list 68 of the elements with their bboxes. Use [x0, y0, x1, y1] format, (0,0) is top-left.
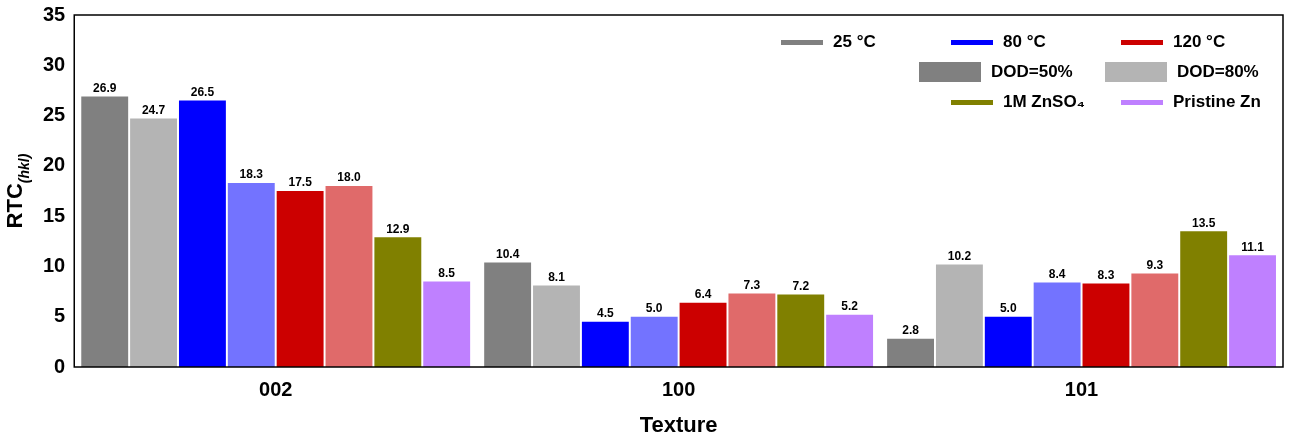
data-label: 8.4	[1048, 266, 1066, 281]
data-label: 18.3	[239, 167, 264, 182]
data-label: 11.1	[1241, 239, 1265, 254]
legend-label: 25 °C	[833, 32, 877, 52]
data-label: 10.2	[947, 248, 972, 263]
legend-label: 120 °C	[1173, 32, 1227, 52]
data-label: 18.0	[337, 170, 361, 185]
bar	[130, 118, 178, 367]
bar	[1033, 282, 1081, 367]
bar	[276, 191, 324, 367]
y-axis-title: RTC(hkl)	[2, 153, 32, 229]
y-tick-label: 15	[43, 203, 66, 226]
legend-label: 80 °C	[1003, 32, 1047, 52]
data-label: 6.4	[694, 286, 712, 301]
data-label: 8.3	[1097, 267, 1115, 282]
data-label: 8.1	[548, 269, 566, 284]
bar	[178, 100, 226, 367]
bar	[630, 316, 678, 367]
y-tick-label: 30	[43, 52, 66, 75]
x-tick-label: 101	[1064, 377, 1099, 400]
bar	[679, 302, 727, 367]
data-label: 7.2	[792, 278, 810, 293]
bar	[581, 321, 629, 367]
bar	[728, 293, 776, 367]
bar	[935, 264, 983, 367]
data-label: 17.5	[288, 175, 313, 190]
bar	[374, 237, 422, 367]
data-label: 12.9	[386, 221, 410, 236]
data-label: 13.5	[1192, 215, 1216, 230]
bar	[227, 182, 275, 367]
bar	[777, 294, 825, 367]
bar	[533, 285, 580, 367]
bar	[984, 316, 1032, 367]
bar	[887, 338, 934, 367]
data-label: 5.0	[645, 301, 663, 316]
data-label: 10.4	[495, 246, 520, 261]
bar	[484, 262, 532, 367]
data-label: 5.2	[841, 299, 859, 314]
x-tick-label: 100	[661, 377, 696, 400]
data-label: 4.5	[597, 306, 615, 321]
x-axis-title: Texture	[639, 412, 718, 437]
data-label: 2.8	[902, 323, 920, 338]
data-label: 24.7	[141, 102, 166, 117]
legend-label: Pristine Zn	[1173, 92, 1262, 112]
annotation: DOD=80%	[1177, 62, 1260, 82]
bar	[826, 314, 874, 367]
y-tick-label: 10	[43, 253, 66, 276]
data-label: 8.5	[438, 265, 456, 280]
data-label: 5.0	[999, 301, 1017, 316]
data-label: 26.9	[93, 80, 117, 95]
bar	[81, 96, 129, 367]
data-label: 7.3	[743, 277, 761, 292]
y-tick-label: 20	[43, 153, 66, 176]
data-label: 26.5	[190, 84, 215, 99]
data-label: 9.3	[1146, 257, 1164, 272]
bar	[1082, 283, 1130, 367]
bar	[325, 185, 373, 367]
y-tick-label: 25	[43, 103, 66, 126]
legend-label: 1M ZnSO₄	[1003, 92, 1086, 112]
y-tick-label: 35	[43, 2, 66, 25]
y-tick-label: 0	[54, 354, 66, 377]
y-tick-label: 5	[54, 304, 66, 327]
x-tick-label: 002	[259, 377, 293, 400]
bar	[423, 281, 471, 367]
bar	[1131, 273, 1179, 367]
annotation: DOD=50%	[991, 62, 1074, 82]
bar	[1180, 231, 1228, 367]
bar	[1229, 255, 1276, 367]
